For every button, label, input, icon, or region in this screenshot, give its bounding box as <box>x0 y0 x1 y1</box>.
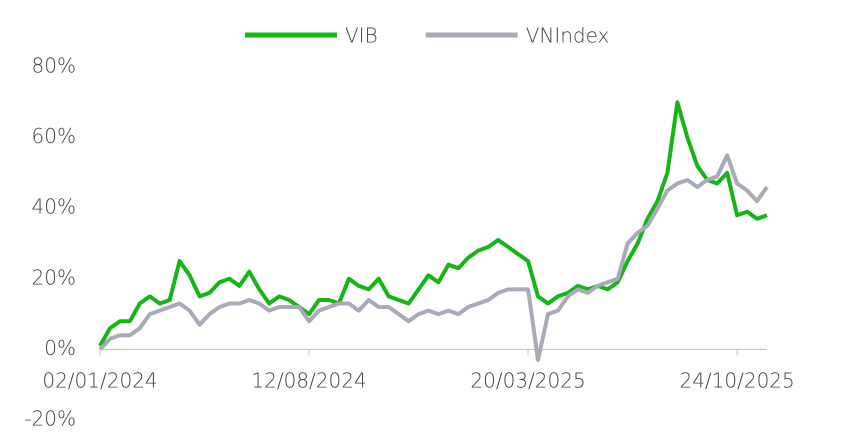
y-tick-label: 80% <box>32 54 76 78</box>
y-tick-label: 0% <box>44 336 76 360</box>
legend-label: VIB <box>345 24 378 48</box>
x-tick-label: 20/03/2025 <box>470 369 585 393</box>
y-tick-label: -20% <box>24 407 76 431</box>
series-line <box>98 153 769 362</box>
y-tick-label: 60% <box>32 124 76 148</box>
x-tick-label: 02/01/2024 <box>42 369 157 393</box>
legend-label: VNIndex <box>526 24 610 48</box>
series-line <box>98 100 768 347</box>
y-tick-label: 20% <box>32 265 76 289</box>
y-tick-label: 40% <box>32 195 76 219</box>
x-tick-label: 12/08/2024 <box>251 369 366 393</box>
x-tick-label: 24/10/2025 <box>679 369 794 393</box>
